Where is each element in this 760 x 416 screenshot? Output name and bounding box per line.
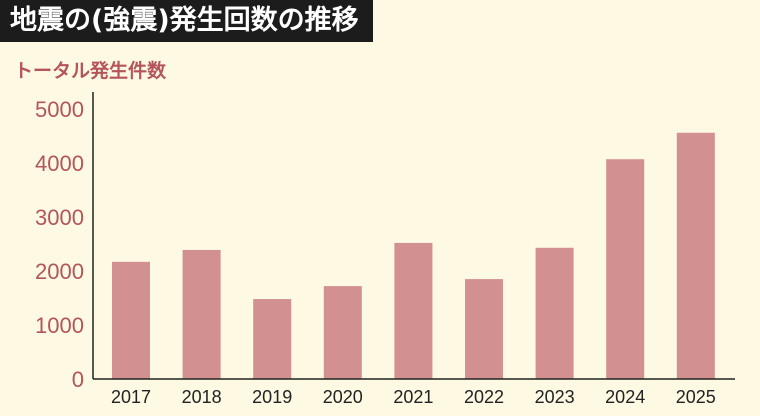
bar-2017 bbox=[112, 261, 150, 379]
x-tick-label: 2023 bbox=[535, 387, 575, 407]
bar-2018 bbox=[182, 249, 221, 379]
y-tick-label: 3000 bbox=[35, 205, 84, 230]
y-tick-label: 2000 bbox=[35, 259, 84, 284]
bar-2023 bbox=[535, 247, 574, 379]
bar-2022 bbox=[465, 279, 503, 379]
y-tick-label: 4000 bbox=[35, 151, 84, 176]
x-tick-label: 2017 bbox=[111, 387, 151, 407]
x-tick-label: 2021 bbox=[393, 387, 433, 407]
x-tick-label: 2020 bbox=[323, 387, 363, 407]
y-axis-label: トータル発生件数 bbox=[14, 60, 167, 82]
bar-2025 bbox=[676, 132, 715, 379]
bar-2020 bbox=[323, 286, 362, 379]
y-tick-label: 5000 bbox=[35, 97, 84, 122]
bar-2024 bbox=[606, 159, 645, 379]
chart-title: 地震の(強震)発生回数の推移 bbox=[0, 0, 373, 42]
y-tick-label: 0 bbox=[72, 367, 84, 392]
x-tick-label: 2024 bbox=[605, 387, 645, 407]
x-tick-label: 2019 bbox=[252, 387, 292, 407]
x-tick-label: 2018 bbox=[182, 387, 222, 407]
y-tick-label: 1000 bbox=[35, 313, 84, 338]
bar-2021 bbox=[394, 242, 433, 379]
x-tick-label: 2022 bbox=[464, 387, 504, 407]
bar-2019 bbox=[253, 299, 292, 379]
x-tick-label: 2025 bbox=[676, 387, 716, 407]
